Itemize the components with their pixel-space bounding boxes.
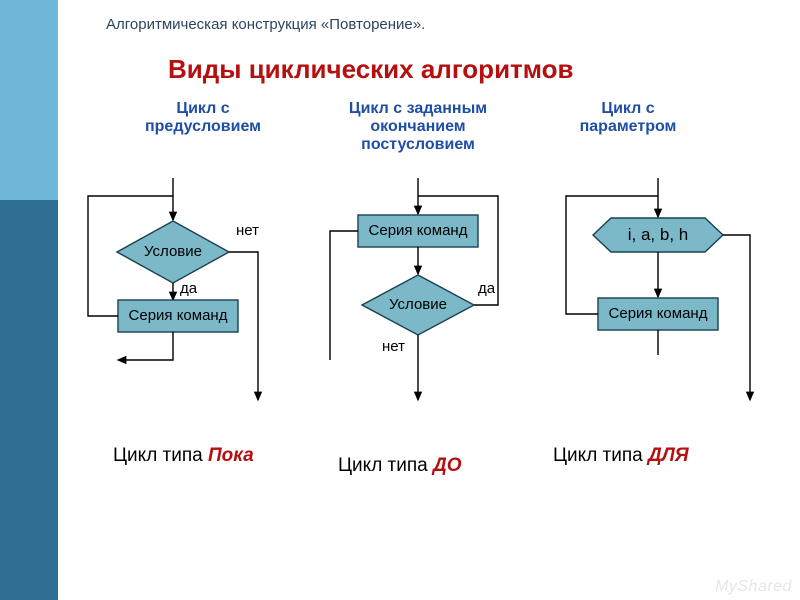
diamond2-text: Условие <box>382 296 454 313</box>
bottom-em-3: ДЛЯ <box>648 445 689 466</box>
bottom-prefix-2: Цикл типа <box>338 455 433 476</box>
bottom-em-1: Пока <box>208 445 254 466</box>
bottom-label-1: Цикл типа Пока <box>113 445 254 467</box>
watermark: MyShared <box>715 578 792 596</box>
hex-text: i, a, b, h <box>603 225 713 245</box>
rect3-text: Серия команд <box>598 305 718 322</box>
content-area: Алгоритмическая конструкция «Повторение»… <box>58 0 800 600</box>
rect2-text: Серия команд <box>358 222 478 239</box>
label-yes-2: да <box>478 280 495 297</box>
bottom-prefix-1: Цикл типа <box>113 445 208 466</box>
bottom-prefix-3: Цикл типа <box>553 445 648 466</box>
sidebar-stripe <box>0 0 58 600</box>
label-yes-1: да <box>180 280 197 297</box>
flowchart-svg <box>58 0 800 430</box>
label-no-2: нет <box>382 338 405 355</box>
bottom-label-3: Цикл типа ДЛЯ <box>553 445 689 467</box>
bottom-em-2: ДО <box>433 455 462 476</box>
diamond1-text: Условие <box>137 243 209 260</box>
bottom-label-2: Цикл типа ДО <box>338 455 462 477</box>
rect1-text: Серия команд <box>118 307 238 324</box>
label-no-1: нет <box>236 222 259 239</box>
